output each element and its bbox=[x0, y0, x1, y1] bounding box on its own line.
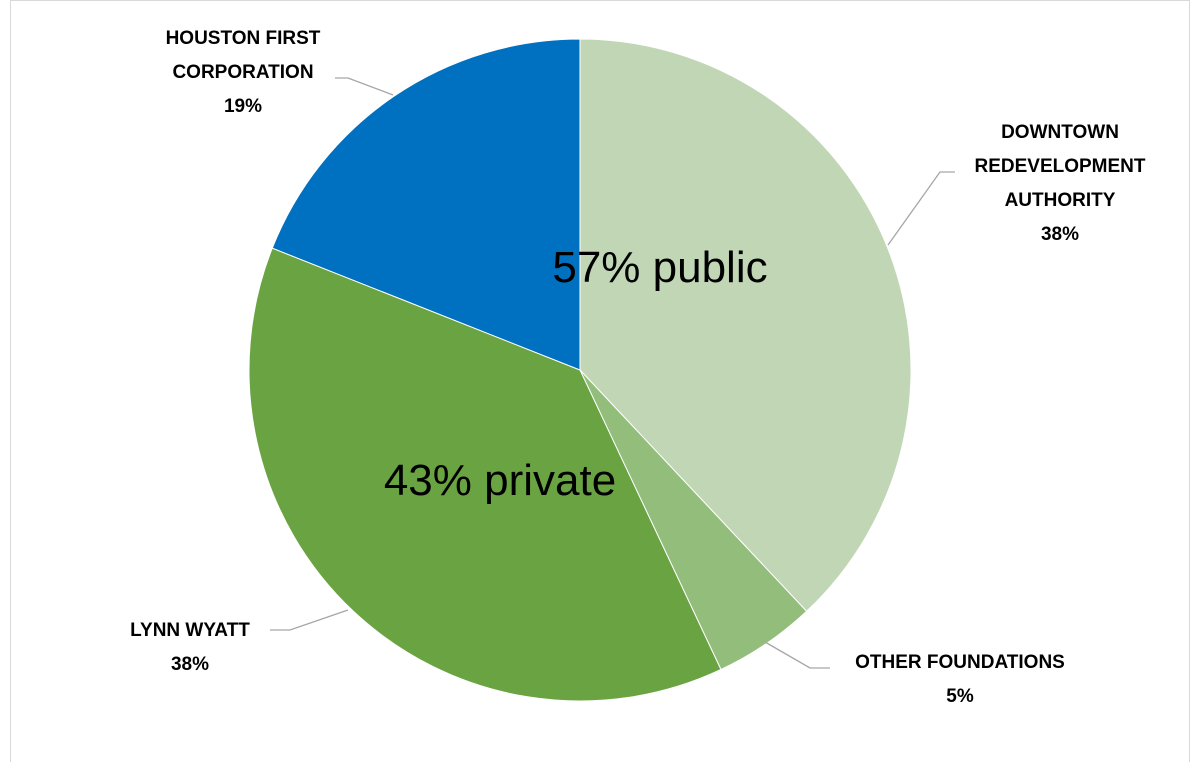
slice-name-line: CORPORATION bbox=[172, 62, 313, 83]
slice-name-line: LYNN WYATT bbox=[130, 620, 250, 641]
private-share-annotation: 43% private bbox=[384, 456, 616, 505]
pie-slice-houston-first-corporation bbox=[271, 38, 581, 371]
pie-slices bbox=[248, 38, 912, 702]
slice-percent-downtown-redevelopment-authority: 38% bbox=[1041, 224, 1079, 245]
slice-label-lynn-wyatt: LYNN WYATT 38% bbox=[130, 620, 250, 675]
slice-labels: DOWNTOWN REDEVELOPMENT AUTHORITY 38% OTHER F… bbox=[130, 28, 1146, 707]
slice-name-line: AUTHORITY bbox=[1005, 190, 1116, 211]
slice-name-line: DOWNTOWN bbox=[1001, 122, 1119, 143]
slice-percent-other-foundations: 5% bbox=[946, 686, 974, 707]
slice-name-line: HOUSTON FIRST bbox=[166, 28, 321, 49]
slice-name-line: REDEVELOPMENT bbox=[974, 156, 1145, 177]
public-share-annotation: 57% public bbox=[552, 243, 767, 292]
slice-percent-houston-first-corporation: 19% bbox=[224, 96, 262, 117]
leader-line-downtown-redevelopment-authority bbox=[887, 171, 955, 246]
leader-lines bbox=[270, 77, 955, 669]
leader-line-other-foundations bbox=[764, 641, 830, 669]
slice-name-line: OTHER FOUNDATIONS bbox=[855, 652, 1065, 673]
slice-label-houston-first-corporation: HOUSTON FIRST CORPORATION 19% bbox=[166, 28, 321, 117]
slice-percent-lynn-wyatt: 38% bbox=[171, 654, 209, 675]
leader-line-lynn-wyatt bbox=[270, 609, 349, 631]
slice-label-other-foundations: OTHER FOUNDATIONS 5% bbox=[855, 652, 1065, 707]
slice-label-downtown-redevelopment-authority: DOWNTOWN REDEVELOPMENT AUTHORITY 38% bbox=[974, 122, 1145, 245]
pie-slice-downtown-redevelopment-authority bbox=[579, 38, 912, 612]
leader-line-houston-first-corporation bbox=[335, 77, 394, 96]
pie-slice-lynn-wyatt bbox=[248, 247, 722, 702]
